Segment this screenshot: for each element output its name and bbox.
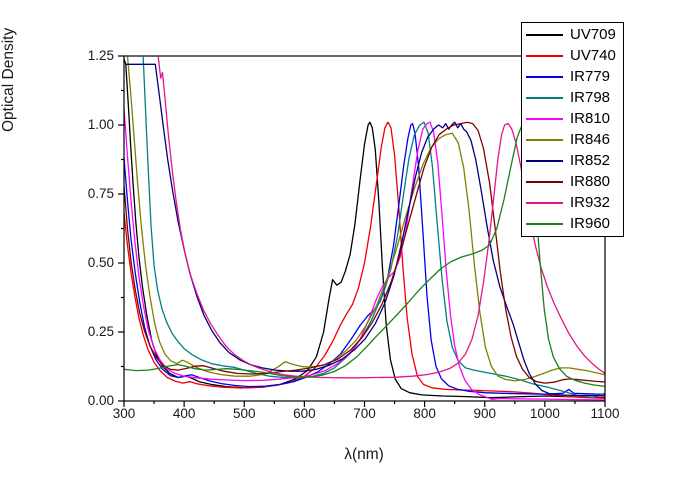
legend-label-IR798: IR798 [570, 89, 611, 106]
legend-item-IR880: IR880 [522, 171, 623, 192]
series-IR932-curve [157, 56, 605, 379]
legend: UV709 UV740 IR779 IR798 IR810 IR846 IR852 IR880… [521, 22, 624, 237]
x-tick-label-800: 800 [413, 406, 436, 421]
series-IR852-curve [125, 63, 605, 397]
y-axis-title: Optical Density [0, 27, 17, 133]
legend-line-sample-IR880 [526, 180, 563, 183]
x-tick-label-1000: 1000 [529, 406, 560, 421]
legend-label-IR852: IR852 [570, 152, 611, 169]
x-tick-label-500: 500 [232, 406, 256, 421]
series-IR798-curve [142, 56, 605, 399]
legend-item-IR932: IR932 [522, 192, 623, 213]
legend-item-IR846: IR846 [522, 129, 623, 150]
legend-label-IR846: IR846 [570, 131, 611, 148]
legend-item-IR852: IR852 [522, 150, 623, 171]
legend-line-sample-UV709 [526, 33, 563, 36]
curves-group [124, 56, 605, 401]
legend-item-IR810: IR810 [522, 108, 623, 129]
series-UV740-curve [124, 121, 605, 399]
legend-line-sample-IR932 [526, 201, 563, 204]
y-tick-label-1.00: 1.00 [87, 117, 114, 132]
legend-label-IR932: IR932 [570, 194, 611, 211]
legend-label-UV709: UV709 [570, 26, 616, 43]
y-tick-label-0.50: 0.50 [87, 255, 114, 270]
legend-line-sample-UV740 [526, 54, 563, 57]
y-tick-label-0.75: 0.75 [87, 186, 114, 201]
legend-line-sample-IR779 [526, 75, 563, 78]
series-IR880-curve [124, 121, 605, 384]
x-tick-label-400: 400 [172, 406, 196, 421]
legend-item-UV709: UV709 [522, 24, 623, 45]
legend-item-UV740: UV740 [522, 45, 623, 66]
x-tick-label-600: 600 [293, 406, 316, 421]
y-tick-label-0.00: 0.00 [87, 393, 114, 408]
legend-line-sample-IR798 [526, 96, 563, 99]
x-axis-title: λ(nm) [344, 446, 384, 463]
legend-label-IR960: IR960 [570, 215, 611, 232]
legend-label-IR880: IR880 [570, 173, 611, 190]
legend-label-IR810: IR810 [570, 110, 611, 127]
x-tick-label-900: 900 [473, 406, 497, 421]
series-IR846-curve [126, 56, 605, 382]
legend-item-IR779: IR779 [522, 66, 623, 87]
legend-line-sample-IR852 [526, 159, 563, 162]
legend-item-IR798: IR798 [522, 87, 623, 108]
x-tick-label-1100: 1100 [590, 406, 620, 421]
legend-line-sample-IR846 [526, 138, 563, 141]
series-IR960-curve [124, 124, 605, 388]
x-tick-label-700: 700 [353, 406, 376, 421]
legend-item-IR960: IR960 [522, 213, 623, 234]
y-tick-label-1.25: 1.25 [87, 48, 114, 63]
legend-label-UV740: UV740 [570, 47, 616, 64]
legend-line-sample-IR960 [526, 222, 563, 225]
legend-line-sample-IR810 [526, 117, 563, 120]
y-tick-label-0.25: 0.25 [87, 324, 114, 339]
legend-label-IR779: IR779 [570, 68, 611, 85]
x-tick-label-300: 300 [112, 406, 136, 421]
